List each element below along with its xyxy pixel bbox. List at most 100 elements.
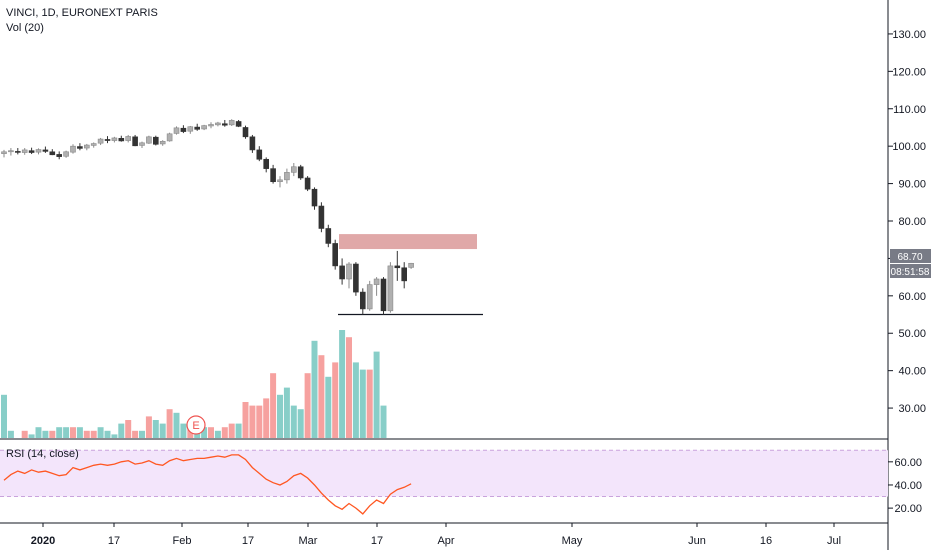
candle-body <box>125 136 131 141</box>
price-tick-label: 80.00 <box>898 216 926 228</box>
rsi-legend[interactable]: RSI (14, close) <box>6 448 79 460</box>
candle-body <box>373 278 380 285</box>
candle-body <box>15 151 21 153</box>
candle-body <box>311 188 318 207</box>
resistance-zone[interactable] <box>339 234 477 250</box>
candle-body <box>166 133 173 142</box>
candle-body <box>8 150 14 153</box>
volume-bar <box>70 427 76 438</box>
candle-body <box>290 166 297 173</box>
rsi-tick-label: 40.00 <box>894 480 922 492</box>
candle-body <box>35 149 42 153</box>
candle-body <box>111 137 118 141</box>
volume-bar <box>97 427 104 438</box>
candle-body <box>380 278 387 312</box>
volume-bar <box>180 423 187 438</box>
time-tick-label: 17 <box>108 535 120 547</box>
countdown-value: 08:51:58 <box>891 267 930 278</box>
volume-bar <box>139 430 145 438</box>
volume-bar <box>42 430 49 438</box>
volume-bar <box>118 423 125 438</box>
candle-body <box>222 123 228 126</box>
candle-body <box>263 158 270 169</box>
candle-body <box>346 263 352 280</box>
candle-body <box>97 138 104 144</box>
volume-bar <box>242 402 249 438</box>
candle-body <box>77 146 83 149</box>
volume-bar <box>346 337 352 438</box>
candle-body <box>359 291 366 310</box>
volume-bar <box>373 351 380 438</box>
candle-body <box>277 179 283 183</box>
volume-bar <box>63 427 70 438</box>
volume-bar <box>290 405 297 438</box>
volume-bar <box>166 409 173 438</box>
candle-body <box>153 136 159 145</box>
volume-bar <box>228 423 235 438</box>
volume-bar <box>90 430 97 438</box>
price-tick-label: 40.00 <box>898 366 926 378</box>
candle-body <box>235 121 242 127</box>
price-tick-label: 60.00 <box>898 291 926 303</box>
earnings-circle <box>186 415 206 435</box>
candle-body <box>90 143 97 146</box>
symbol-legend[interactable]: VINCI, 1D, EURONEXT PARIS <box>6 7 158 19</box>
volume-bar <box>249 405 256 438</box>
price-tick-label: 30.00 <box>898 403 926 415</box>
last-price-value: 68.70 <box>897 252 922 263</box>
volume-bar <box>35 427 42 438</box>
price-tick-label: 100.00 <box>892 141 926 153</box>
volume-bar <box>339 330 346 438</box>
earnings-letter: E <box>192 420 199 432</box>
candle-body <box>339 265 345 280</box>
candle-body <box>387 265 394 312</box>
volume-bar <box>270 373 277 438</box>
candle-body <box>201 125 207 130</box>
candle-body <box>146 136 152 144</box>
price-axis[interactable]: 130.00120.00110.00100.0090.0080.0070.006… <box>888 29 926 415</box>
time-tick-label: 16 <box>760 535 772 547</box>
candle-body <box>332 243 339 267</box>
candle-body <box>256 149 263 160</box>
volume-bar <box>28 434 35 438</box>
volume-bar <box>104 430 111 438</box>
volume-bar <box>366 369 373 438</box>
candle-body <box>215 122 221 126</box>
candle-body <box>297 166 304 179</box>
time-tick-label: 2020 <box>31 535 55 547</box>
volume-bar <box>56 427 63 438</box>
volume-bar <box>1 394 7 438</box>
volume-bar <box>21 430 28 438</box>
rsi-band <box>0 450 888 497</box>
candle-body <box>49 151 56 156</box>
volume-bar <box>221 427 228 438</box>
volume-bar <box>173 412 180 438</box>
volume-bar <box>111 434 118 438</box>
candle-body <box>325 228 332 244</box>
candle-body <box>318 205 325 229</box>
volume-bar <box>277 394 283 438</box>
candle-body <box>28 150 35 153</box>
time-axis[interactable]: 2020 17 Feb 17 Mar 17 Apr May Jun 16 Jul <box>31 523 841 547</box>
rsi-axis[interactable]: 60.00 40.00 20.00 <box>888 457 922 515</box>
volume-bar <box>132 430 139 438</box>
candle-body <box>118 138 125 142</box>
candle-body <box>401 267 408 282</box>
candle-body <box>132 136 138 147</box>
time-tick-label: Feb <box>173 535 192 547</box>
volume-bar <box>332 362 339 438</box>
earnings-marker[interactable]: E <box>186 415 206 435</box>
volume-bar <box>7 430 14 438</box>
candle-body <box>84 144 90 149</box>
volume-bar <box>83 430 90 438</box>
candle-body <box>63 151 69 157</box>
candle-body <box>104 139 111 141</box>
time-tick-label: Apr <box>437 535 454 547</box>
volume-bar <box>311 340 318 438</box>
volume-legend[interactable]: Vol (20) <box>6 22 44 34</box>
volume-bar <box>304 373 311 438</box>
volume-bar <box>235 423 242 438</box>
volume-bar <box>208 427 214 438</box>
